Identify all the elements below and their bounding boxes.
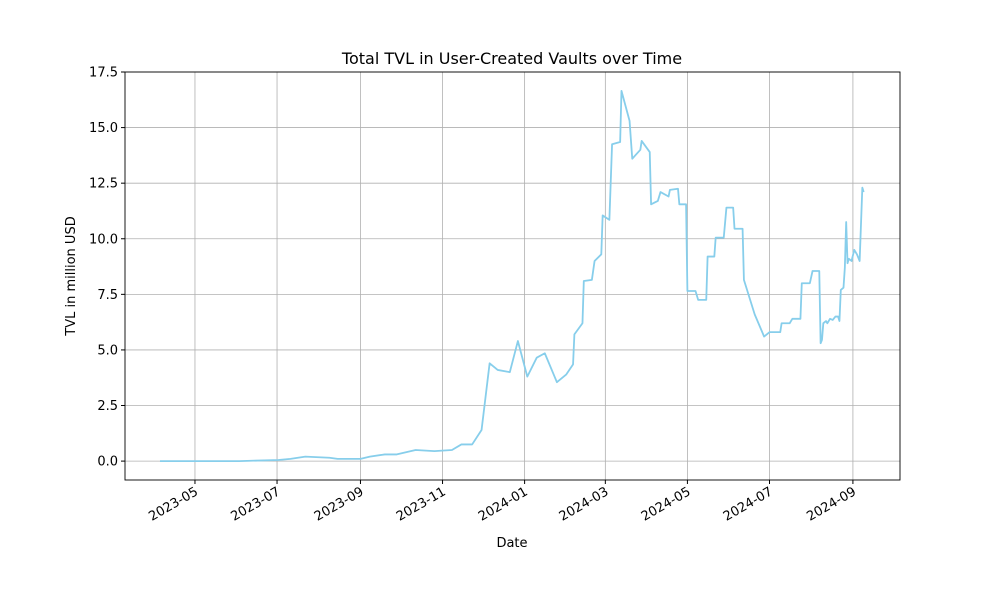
x-tick-label: 2023-07 [228,484,283,524]
y-tick-label: 0.0 [97,455,118,470]
x-tick-label: 2023-11 [394,484,449,524]
y-tick-label: 15.0 [89,121,118,136]
y-axis-label: TVL in million USD [64,216,79,336]
y-tick-label: 12.5 [89,177,118,192]
x-tick-label: 2024-03 [557,484,612,524]
chart-title: Total TVL in User-Created Vaults over Ti… [341,49,682,68]
x-tick-label: 2024-07 [721,484,776,524]
x-tick-label: 2024-05 [639,484,694,524]
y-tick-label: 5.0 [97,343,118,358]
x-tick-label: 2023-05 [146,484,201,524]
plot-frame [124,71,901,481]
x-axis-label: Date [496,536,527,551]
x-tick-label: 2024-09 [804,484,859,524]
data-line [159,90,865,462]
y-tick-label: 10.0 [89,232,118,247]
y-tick-label: 2.5 [97,399,118,414]
y-tick-label: 17.5 [89,66,118,81]
x-tick-label: 2024-01 [476,484,531,524]
x-tick-label: 2023-09 [312,484,367,524]
y-tick-label: 7.5 [97,288,118,303]
